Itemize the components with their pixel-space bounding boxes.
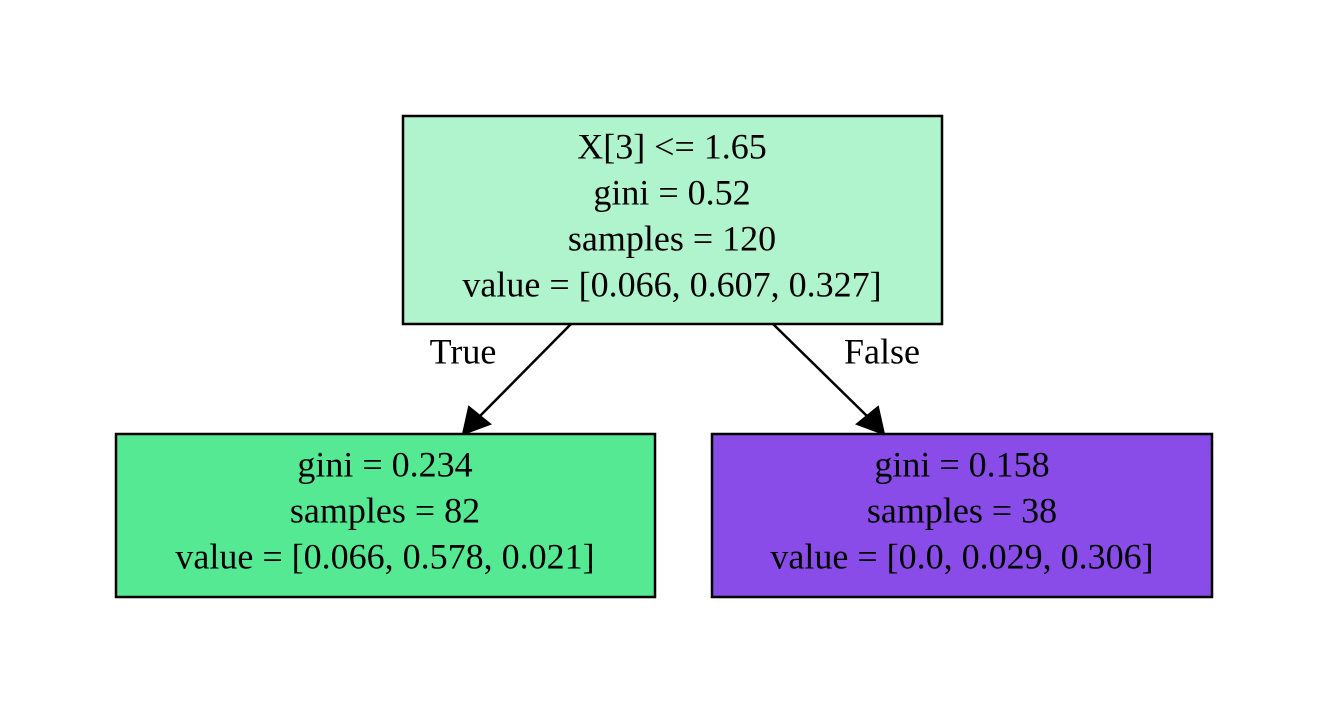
arrowhead [461, 405, 492, 436]
node-text: samples = 120 [568, 218, 776, 258]
node-text: gini = 0.158 [874, 444, 1049, 484]
leaf-node [114, 432, 657, 599]
node-text: value = [0.066, 0.578, 0.021] [175, 536, 594, 576]
leaf-node [710, 432, 1214, 599]
node-text: value = [0.066, 0.607, 0.327] [462, 264, 881, 304]
arrowhead [855, 405, 886, 436]
edge-line [477, 323, 572, 419]
node-text: gini = 0.234 [297, 444, 472, 484]
edge-label: True [430, 331, 497, 371]
edge-label: False [844, 331, 920, 371]
node-text: value = [0.0, 0.029, 0.306] [770, 536, 1153, 576]
node-text: gini = 0.52 [593, 172, 750, 212]
root-node [401, 114, 944, 326]
node-text: X[3] <= 1.65 [577, 126, 767, 166]
node-text: samples = 38 [867, 490, 1057, 530]
edge-line [772, 323, 870, 419]
node-text: samples = 82 [290, 490, 480, 530]
